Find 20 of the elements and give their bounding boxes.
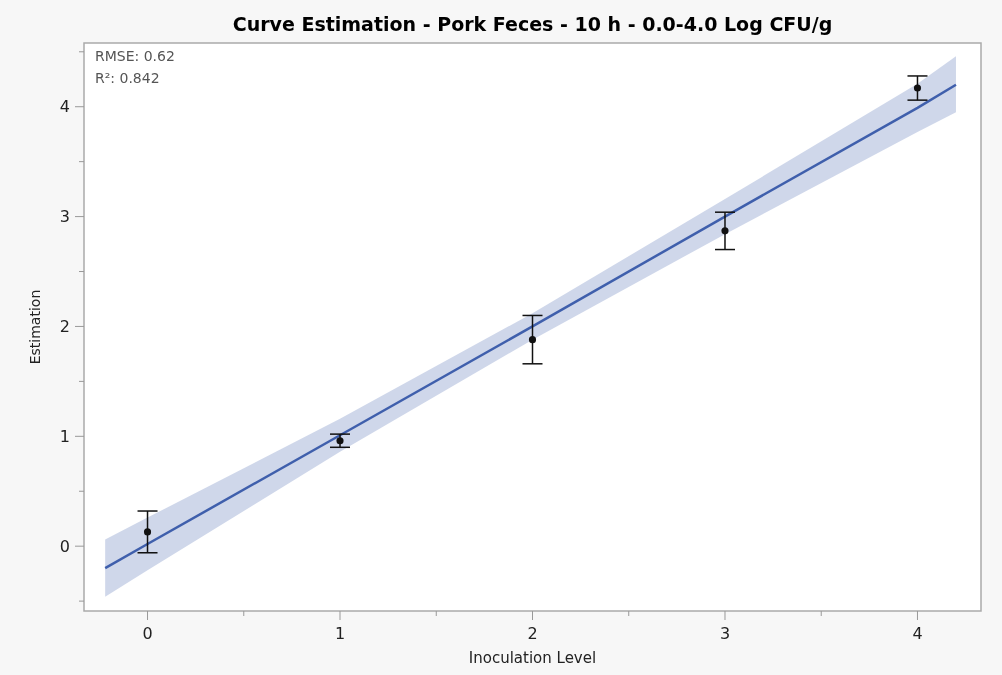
x-tick-label: 1 (334, 624, 346, 643)
y-tick-label: 0 (59, 536, 70, 556)
x-tick-label: 0 (142, 624, 153, 643)
x-axis-title: Inoculation Level (468, 649, 597, 667)
point (721, 227, 729, 235)
point (528, 336, 537, 344)
y-axis-title: Estimation (27, 289, 43, 365)
x-tick-label: 2 (527, 624, 538, 643)
point (336, 437, 344, 445)
annotation: RMSE: 0.62 (95, 48, 175, 64)
y-tick-label: 2 (59, 317, 70, 337)
point (913, 84, 922, 92)
y-tick-label: 3 (59, 207, 70, 227)
point (143, 528, 152, 536)
y-tick-label: 4 (59, 97, 70, 117)
y-tick-label: 1 (59, 426, 70, 446)
x-tick-label: 3 (719, 624, 731, 643)
chart-title: Curve Estimation - Pork Feces - 10 h - 0.0-4.0 Log CFU/g (232, 13, 833, 35)
x-tick-label: 4 (912, 624, 923, 643)
annotation: R²: 0.842 (95, 70, 160, 86)
